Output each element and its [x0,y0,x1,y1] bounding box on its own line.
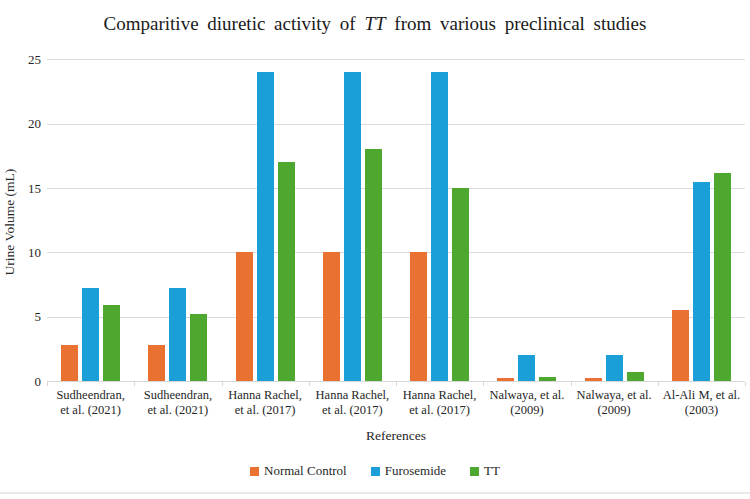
bar-furosemide-2 [169,288,186,381]
gridline-20 [47,124,745,125]
bar-tt-7 [627,372,644,381]
bar-tt-5 [452,188,469,381]
x-axis-tick [658,382,659,386]
y-tick-label-5: 5 [0,310,41,323]
bar-furosemide-7 [606,355,623,381]
bar-furosemide-3 [257,72,274,381]
legend-label: TT [484,463,500,479]
chart-canvas: Comparitive diuretic activity of TT from… [0,0,750,499]
gridline-10 [47,252,745,253]
y-tick-label-10: 10 [0,246,41,259]
x-category-label-8: Al-Ali M, et al.(2003) [641,388,750,418]
gridline-5 [47,317,745,318]
x-axis-tick [47,382,48,386]
gridline-25 [47,59,745,60]
legend-marker-icon [470,467,479,476]
bar-normal-control-4 [323,252,340,381]
x-axis-tick [745,382,746,386]
bar-normal-control-8 [672,310,689,381]
legend-item-furosemide: Furosemide [371,463,446,479]
x-axis-tick [571,382,572,386]
x-axis-title: References [47,428,745,444]
gridline-15 [47,188,745,189]
y-tick-label-0: 0 [0,375,41,388]
x-axis-tick [309,382,310,386]
bar-tt-2 [190,314,207,381]
bar-tt-6 [539,377,556,382]
legend-label: Furosemide [385,463,446,479]
x-axis-tick [483,382,484,386]
legend-marker-icon [250,467,259,476]
plot-area: 0510152025Sudheendran,et al. (2021)Sudhe… [0,0,750,450]
bar-normal-control-3 [236,252,253,381]
bar-normal-control-1 [61,345,78,381]
bar-tt-1 [103,305,120,381]
bar-furosemide-6 [518,355,535,381]
x-category-label-line: (2003) [641,403,750,418]
legend-item-normal-control: Normal Control [250,463,347,479]
bar-furosemide-1 [82,288,99,381]
legend-item-tt: TT [470,463,500,479]
bar-normal-control-2 [148,345,165,381]
x-axis-tick [134,382,135,386]
y-tick-label-15: 15 [0,182,41,195]
bar-normal-control-7 [585,378,602,381]
legend-marker-icon [371,467,380,476]
legend-label: Normal Control [264,463,347,479]
bar-furosemide-5 [431,72,448,381]
x-category-label-line: Al-Ali M, et al. [641,388,750,403]
legend: Normal Control Furosemide TT [0,463,750,479]
bar-tt-4 [365,149,382,381]
bar-furosemide-4 [344,72,361,381]
x-axis-tick [396,382,397,386]
bar-tt-8 [714,173,731,381]
y-tick-label-20: 20 [0,117,41,130]
bar-normal-control-6 [497,378,514,381]
bar-normal-control-5 [410,252,427,381]
y-tick-label-25: 25 [0,53,41,66]
bottom-divider [0,492,750,494]
bar-tt-3 [278,162,295,381]
bar-furosemide-8 [693,182,710,381]
x-axis-tick [222,382,223,386]
